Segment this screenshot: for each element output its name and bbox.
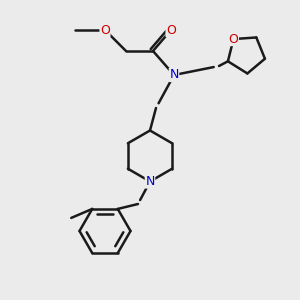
Text: O: O: [100, 23, 110, 37]
Text: N: N: [169, 68, 179, 82]
Text: O: O: [229, 33, 238, 46]
Text: N: N: [145, 175, 155, 188]
Text: O: O: [166, 23, 176, 37]
